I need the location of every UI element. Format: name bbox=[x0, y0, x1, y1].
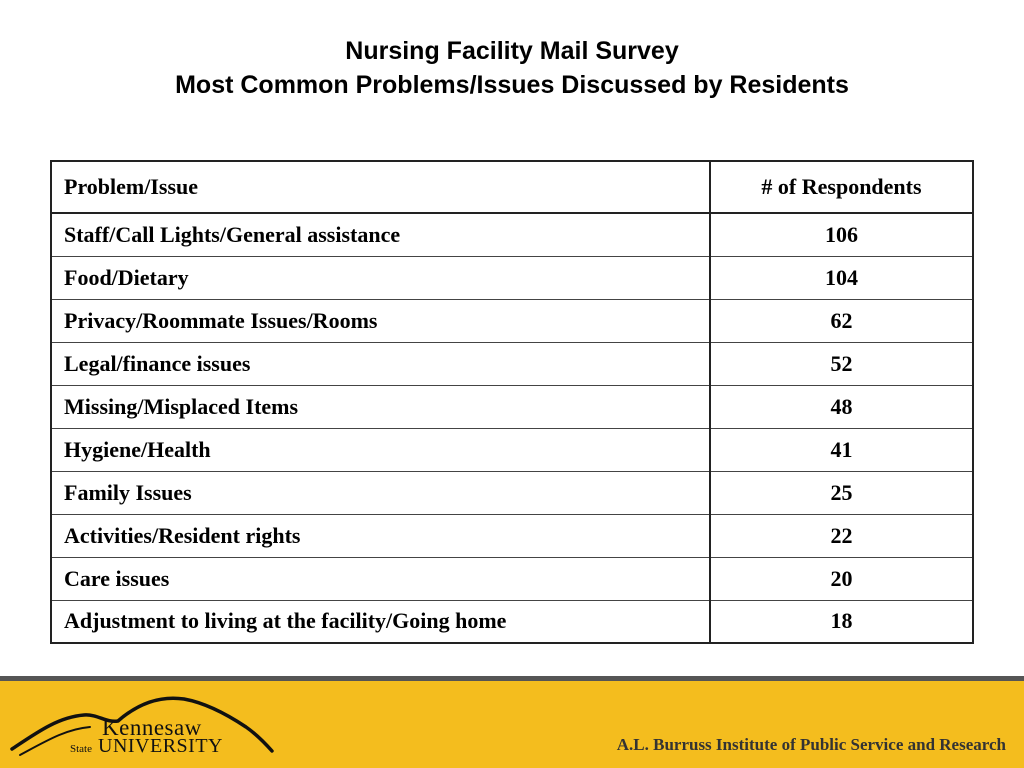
table-header-row: Problem/Issue # of Respondents bbox=[50, 160, 974, 214]
row-issue: Family Issues bbox=[50, 470, 711, 515]
row-count: 41 bbox=[709, 427, 974, 472]
mountain-icon bbox=[10, 696, 274, 756]
row-issue: Staff/Call Lights/General assistance bbox=[50, 212, 711, 257]
title-line-2: Most Common Problems/Issues Discussed by… bbox=[175, 71, 849, 99]
logo-state: State bbox=[70, 743, 92, 755]
footer-band: Kennesaw State UNIVERSITY A.L. Burruss I… bbox=[0, 676, 1024, 768]
university-logo: Kennesaw State UNIVERSITY bbox=[6, 687, 286, 765]
row-count: 48 bbox=[709, 384, 974, 429]
table-row: Missing/Misplaced Items 48 bbox=[50, 384, 974, 429]
row-count: 104 bbox=[709, 255, 974, 300]
row-issue: Privacy/Roommate Issues/Rooms bbox=[50, 298, 711, 343]
header-problem-issue: Problem/Issue bbox=[50, 160, 711, 214]
row-count: 18 bbox=[709, 599, 974, 644]
institute-name: A.L. Burruss Institute of Public Service… bbox=[616, 735, 1006, 754]
row-count: 106 bbox=[709, 212, 974, 257]
table-row: Legal/finance issues 52 bbox=[50, 341, 974, 386]
row-issue: Legal/finance issues bbox=[50, 341, 711, 386]
table-row: Adjustment to living at the facility/Goi… bbox=[50, 599, 974, 644]
row-count: 62 bbox=[709, 298, 974, 343]
row-issue: Care issues bbox=[50, 556, 711, 601]
logo-university: UNIVERSITY bbox=[98, 735, 223, 757]
row-count: 25 bbox=[709, 470, 974, 515]
slide-title: Nursing Facility Mail Survey Most Common… bbox=[0, 34, 1024, 102]
title-line-1: Nursing Facility Mail Survey bbox=[345, 37, 679, 65]
table-row: Staff/Call Lights/General assistance 106 bbox=[50, 212, 974, 257]
row-issue: Missing/Misplaced Items bbox=[50, 384, 711, 429]
table-row: Activities/Resident rights 22 bbox=[50, 513, 974, 558]
row-count: 52 bbox=[709, 341, 974, 386]
row-count: 22 bbox=[709, 513, 974, 558]
row-issue: Food/Dietary bbox=[50, 255, 711, 300]
table-row: Privacy/Roommate Issues/Rooms 62 bbox=[50, 298, 974, 343]
row-issue: Hygiene/Health bbox=[50, 427, 711, 472]
problems-table: Problem/Issue # of Respondents Staff/Cal… bbox=[50, 160, 974, 644]
table-row: Care issues 20 bbox=[50, 556, 974, 601]
table-row: Food/Dietary 104 bbox=[50, 255, 974, 300]
logo-kennesaw: Kennesaw bbox=[102, 715, 202, 740]
table-row: Hygiene/Health 41 bbox=[50, 427, 974, 472]
row-count: 20 bbox=[709, 556, 974, 601]
row-issue: Activities/Resident rights bbox=[50, 513, 711, 558]
row-issue: Adjustment to living at the facility/Goi… bbox=[50, 599, 711, 644]
table-row: Family Issues 25 bbox=[50, 470, 974, 515]
header-respondents: # of Respondents bbox=[709, 160, 974, 214]
